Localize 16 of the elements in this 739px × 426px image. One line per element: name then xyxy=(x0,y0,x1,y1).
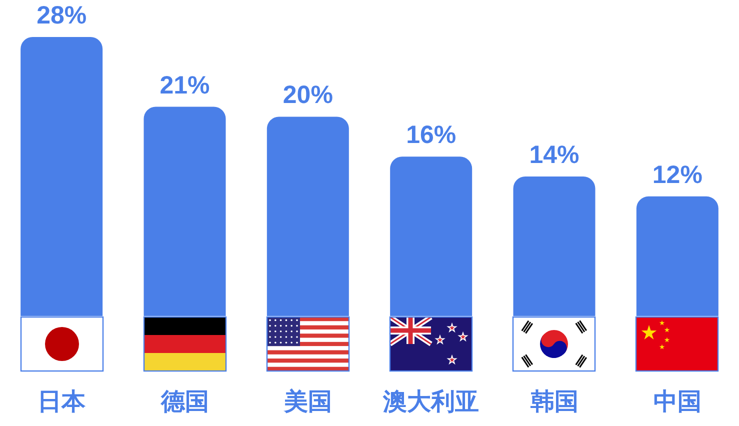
bar xyxy=(636,196,718,316)
x-tick-label: 德国 xyxy=(160,388,209,416)
bar xyxy=(390,156,472,316)
data-label: 20% xyxy=(282,81,333,110)
bar xyxy=(144,106,226,316)
data-label: 28% xyxy=(36,2,87,30)
x-tick-label: 美国 xyxy=(282,388,332,416)
x-tick-label: 韩国 xyxy=(529,388,578,416)
data-label: 16% xyxy=(406,121,456,150)
x-tick-label: 澳大利亚 xyxy=(382,388,480,416)
bar xyxy=(266,116,349,316)
data-label: 12% xyxy=(652,160,702,189)
x-tick-label: 日本 xyxy=(38,388,87,416)
data-label: 21% xyxy=(160,71,210,100)
data-label: 14% xyxy=(529,141,580,169)
x-tick-label: 中国 xyxy=(653,388,702,416)
